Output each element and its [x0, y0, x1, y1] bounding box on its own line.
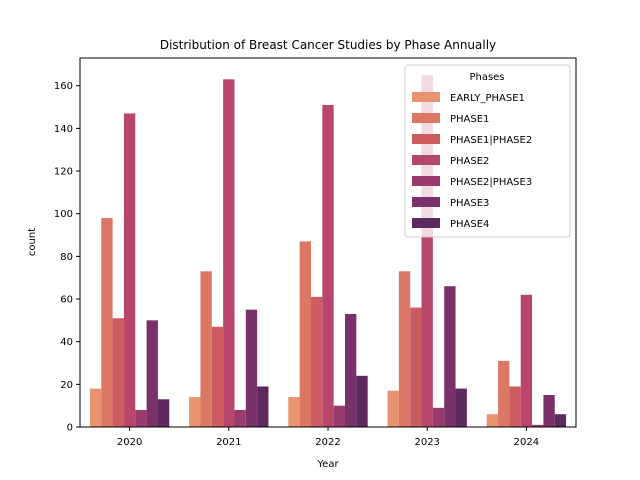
bar-2020-early-phase1 — [89, 388, 102, 427]
bar-2024-phase1-phase2 — [509, 386, 521, 427]
bar-2020-phase1 — [101, 217, 113, 427]
bar-2021-phase2-phase3 — [234, 409, 246, 427]
bar-2023-early-phase1 — [387, 390, 399, 427]
bar-2022-phase2-phase3 — [333, 405, 346, 427]
legend-swatch — [412, 113, 440, 123]
legend-swatch — [412, 176, 440, 186]
bar-2023-phase1-phase2 — [410, 307, 422, 427]
y-tick-label: 20 — [60, 380, 73, 391]
x-axis-label: Year — [316, 459, 339, 470]
bar-2021-early-phase1 — [189, 397, 201, 427]
legend-frame — [404, 64, 571, 238]
y-tick-label: 80 — [60, 252, 73, 263]
bar-2022-phase4 — [356, 375, 368, 427]
bar-2022-phase1 — [299, 241, 311, 427]
legend-swatch — [412, 92, 440, 102]
chart-title: Distribution of Breast Cancer Studies by… — [160, 38, 496, 52]
x-tick-label: 2021 — [216, 437, 241, 448]
bar-2023-phase2-phase3 — [432, 407, 445, 427]
legend-items: EARLY_PHASE1 PHASE1 PHASE1|PHASE2 PHASE2 PHA… — [412, 92, 532, 230]
y-axis: 0 20 40 60 80 100 120 140 160 — [54, 81, 80, 434]
bar-2021-phase2 — [223, 79, 235, 428]
bar-2022-phase2 — [322, 104, 334, 427]
y-tick-label: 60 — [60, 295, 73, 306]
bar-2024-phase1 — [498, 360, 510, 427]
x-tick-label: 2020 — [117, 437, 142, 448]
legend: Phases EARLY_PHASE1 PHASE1 PHASE1|PHASE2 PH… — [404, 64, 571, 238]
bar-2020-phase2-phase3 — [135, 409, 147, 427]
x-tick-label: 2023 — [414, 437, 439, 448]
bar-2021-phase1 — [200, 271, 212, 427]
bar-2024-phase4 — [554, 414, 567, 427]
bar-2022-phase1-phase2 — [310, 296, 323, 427]
legend-label: PHASE3 — [450, 198, 489, 209]
bar-2024-early-phase1 — [486, 414, 499, 427]
y-tick-label: 140 — [54, 124, 73, 135]
bar-2020-phase3 — [146, 320, 158, 427]
bar-2024-phase2 — [520, 294, 533, 427]
bar-2022-phase3 — [345, 313, 357, 427]
x-tick-label: 2024 — [514, 437, 539, 448]
legend-label: PHASE1|PHASE2 — [450, 135, 532, 146]
legend-swatch — [412, 218, 440, 228]
bar-2023-phase2 — [421, 75, 433, 427]
legend-swatch — [412, 197, 440, 207]
legend-swatch — [412, 134, 440, 144]
y-tick-label: 120 — [54, 167, 73, 178]
legend-title: Phases — [469, 72, 504, 83]
legend-label: EARLY_PHASE1 — [450, 93, 525, 104]
bar-2024-phase2-phase3 — [532, 424, 544, 427]
bar-2021-phase4 — [257, 386, 269, 427]
bar-2020-phase2 — [123, 113, 136, 427]
y-tick-label: 100 — [54, 209, 73, 220]
y-tick-label: 160 — [54, 81, 73, 92]
legend-label: PHASE4 — [450, 219, 489, 230]
bar-2022-early-phase1 — [288, 397, 300, 427]
bar-2020-phase4 — [157, 399, 170, 427]
bar-2023-phase3 — [444, 286, 456, 427]
bar-2021-phase3 — [245, 309, 258, 427]
bar-2023-phase4 — [455, 388, 467, 427]
y-tick-label: 0 — [67, 423, 73, 434]
x-tick-label: 2022 — [315, 437, 340, 448]
legend-label: PHASE2|PHASE3 — [450, 177, 532, 188]
legend-label: PHASE2 — [450, 156, 489, 167]
bar-2024-phase3 — [543, 395, 555, 427]
bar-2020-phase1-phase2 — [112, 318, 124, 427]
y-axis-label: count — [27, 228, 38, 256]
legend-swatch — [412, 155, 440, 165]
legend-label: PHASE1 — [450, 114, 489, 125]
bars-layer — [89, 75, 567, 428]
bar-2021-phase1-phase2 — [211, 326, 224, 427]
x-axis: 2020 2021 2022 2023 2024 — [117, 427, 539, 448]
y-tick-label: 40 — [60, 337, 73, 348]
bar-2023-phase1 — [398, 271, 411, 427]
